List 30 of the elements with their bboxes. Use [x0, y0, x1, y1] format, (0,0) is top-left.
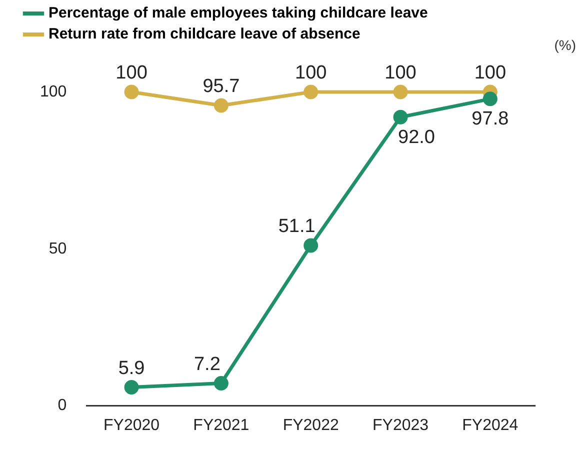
y-tick-label: 0 [58, 397, 67, 414]
point [304, 238, 318, 253]
legend-label: Return rate from childcare leave of absence [48, 26, 360, 43]
point [124, 84, 139, 100]
x-tick-label: FY2024 [462, 416, 518, 434]
data-label: 92.0 [398, 126, 435, 148]
point [304, 84, 318, 100]
point [124, 380, 139, 395]
x-tick-label: FY2022 [282, 416, 339, 434]
point [393, 110, 408, 124]
legend-label: Percentage of male employees taking childcare leave [48, 4, 428, 22]
data-label: 95.7 [202, 76, 240, 98]
y-axis-title: (%) [554, 36, 576, 53]
data-label: 100 [294, 62, 327, 84]
data-label: 7.2 [194, 354, 220, 375]
data-label: 100 [116, 62, 148, 84]
data-label: 97.8 [472, 108, 509, 130]
point [482, 92, 498, 106]
point [214, 98, 228, 113]
x-tick-label: FY2023 [372, 416, 429, 434]
data-label: 100 [384, 62, 416, 84]
point [393, 84, 408, 100]
data-label: 5.9 [118, 358, 145, 380]
y-tick-label: 50 [48, 240, 67, 258]
y-tick-label: 100 [40, 83, 67, 100]
point [214, 376, 228, 390]
data-label: 51.1 [278, 216, 316, 238]
x-tick-label: FY2020 [104, 416, 160, 434]
x-tick-label: FY2021 [193, 416, 250, 434]
data-label: 100 [474, 62, 506, 84]
